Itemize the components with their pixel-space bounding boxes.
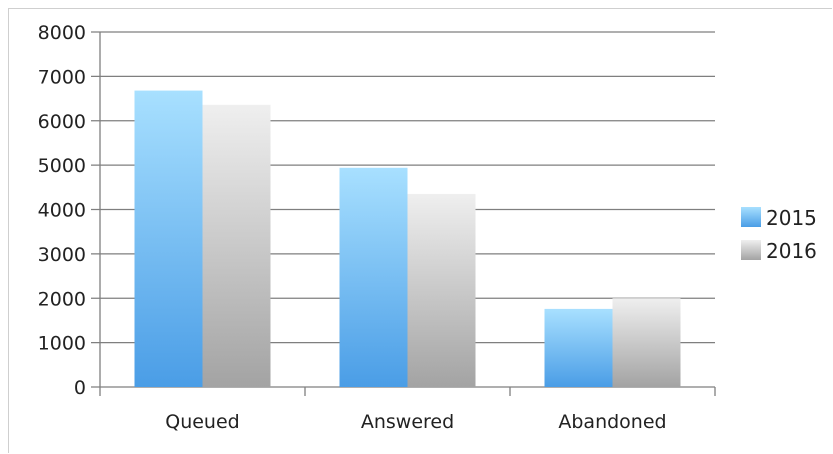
y-tick-label: 2000 [38,288,86,310]
y-tick-label: 5000 [38,155,86,177]
y-axis-ticks: 0 1000 2000 3000 4000 5000 6000 7000 8000 [38,22,86,399]
x-category-label: Queued [165,411,239,433]
x-category-label: Answered [361,411,454,433]
y-tick-label: 1000 [38,333,86,355]
legend-swatch-2015 [741,207,761,227]
bars [134,90,681,388]
legend-label: 2015 [766,206,817,230]
y-tick-label: 4000 [38,200,86,222]
y-tick-label: 6000 [38,111,86,133]
x-category-label: Abandoned [558,411,666,433]
bar-2015-answered [339,167,408,387]
y-tick-label: 7000 [38,66,86,88]
x-axis [99,32,716,396]
legend-swatch-2016 [741,240,761,260]
bar-2016-queued [202,104,271,388]
legend-label: 2016 [766,239,817,263]
legend: 2015 2016 [741,206,817,263]
chart-border [8,8,832,453]
bar-2015-abandoned [544,308,613,387]
y-tick-label: 0 [74,377,86,399]
bar-2015-queued [134,90,203,387]
bar-2016-abandoned [612,298,681,387]
y-tick-label: 8000 [38,22,86,44]
x-axis-labels: Queued Answered Abandoned [165,411,666,433]
y-tick-label: 3000 [38,244,86,266]
bar-2016-answered [407,193,476,387]
